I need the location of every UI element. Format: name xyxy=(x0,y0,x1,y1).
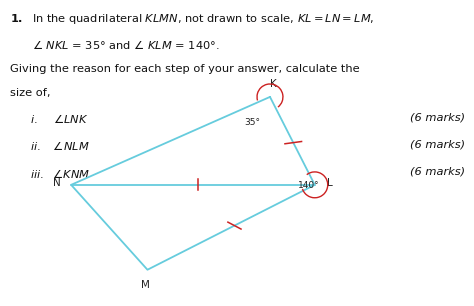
Text: $\mathbf{1.}$: $\mathbf{1.}$ xyxy=(10,12,23,24)
Text: Giving the reason for each step of your answer, calculate the: Giving the reason for each step of your … xyxy=(10,64,359,73)
Text: M: M xyxy=(141,280,150,290)
Text: $ii.$   $\angle NLM$: $ii.$ $\angle NLM$ xyxy=(30,139,89,152)
Text: (6 marks): (6 marks) xyxy=(410,112,465,122)
Text: 35°: 35° xyxy=(245,118,261,127)
Text: size of,: size of, xyxy=(10,88,50,98)
Text: In the quadrilateral $\mathit{KLMN}$, not drawn to scale, $\mathit{KL} = \mathit: In the quadrilateral $\mathit{KLMN}$, no… xyxy=(32,12,374,26)
Text: N: N xyxy=(53,178,61,188)
Text: $iii.$  $\angle KNM$: $iii.$ $\angle KNM$ xyxy=(30,167,90,180)
Text: (6 marks): (6 marks) xyxy=(410,139,465,149)
Text: (6 marks): (6 marks) xyxy=(410,167,465,177)
Text: $i.$    $\angle LNK$: $i.$ $\angle LNK$ xyxy=(30,112,88,125)
Text: 140°: 140° xyxy=(298,181,320,190)
Text: $\angle$ $\mathit{NKL}$ = 35° and $\angle$ $\mathit{KLM}$ = 140°.: $\angle$ $\mathit{NKL}$ = 35° and $\angl… xyxy=(32,38,219,51)
Text: K: K xyxy=(270,79,277,89)
Text: L: L xyxy=(327,178,332,188)
